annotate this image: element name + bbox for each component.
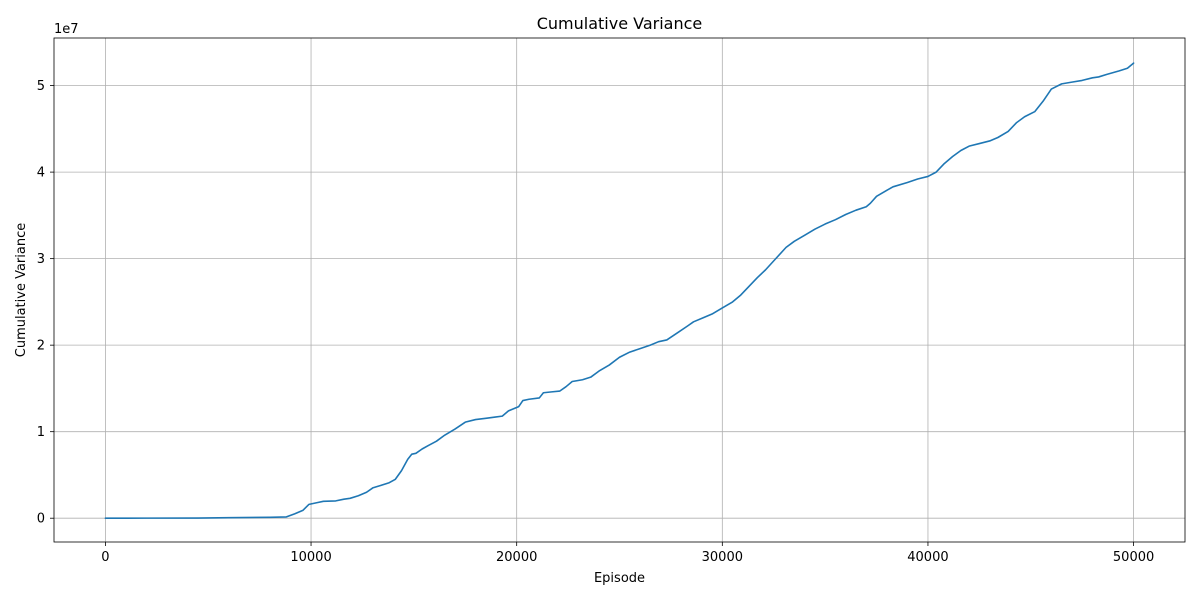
series-line — [104, 62, 1135, 520]
y-tick-label: 5 — [37, 79, 45, 94]
y-tick-label: 1 — [37, 425, 45, 440]
x-tick-label: 30000 — [702, 550, 743, 565]
y-tick-label: 4 — [37, 166, 45, 181]
axes-frame — [53, 37, 1186, 543]
y-tick-label: 0 — [37, 512, 45, 527]
data-series — [104, 62, 1135, 520]
y-tick-label: 2 — [37, 339, 45, 354]
axis-ticks: 0 10000 20000 30000 40000 50000 0 1 2 3 4 5 — [37, 79, 1155, 565]
y-axis-label: Cumulative Variance — [14, 223, 29, 358]
y-tick-label: 3 — [37, 252, 45, 267]
y-axis-offset-label: 1e7 — [54, 22, 79, 37]
x-tick-label: 10000 — [290, 550, 331, 565]
x-tick-label: 40000 — [907, 550, 948, 565]
x-tick-label: 20000 — [496, 550, 537, 565]
x-tick-label: 50000 — [1113, 550, 1154, 565]
x-axis-label: Episode — [594, 571, 645, 586]
chart-title: Cumulative Variance — [537, 14, 703, 33]
x-tick-label: 0 — [101, 550, 109, 565]
